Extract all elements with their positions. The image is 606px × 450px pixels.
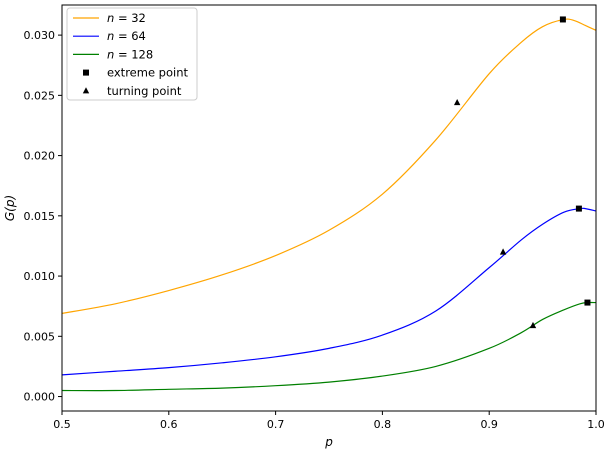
legend-entry: n = 64 (73, 29, 146, 43)
y-tick-label: 0.010 (24, 270, 56, 283)
x-tick-label: 0.8 (374, 418, 392, 431)
series-line-n64 (62, 207, 596, 376)
y-tick-label: 0.030 (24, 29, 56, 42)
turning-point-marker (453, 98, 461, 106)
extreme-point-marker (575, 205, 582, 212)
y-tick-label: 0.005 (24, 330, 56, 343)
extreme-point-marker (559, 16, 566, 23)
x-tick-label: 0.6 (160, 418, 178, 431)
legend-label: turning point (107, 84, 182, 98)
extreme-point-marker (584, 299, 591, 306)
legend-label: n = 32 (107, 11, 146, 25)
plot-frame (61, 4, 597, 412)
series-line-n128 (62, 301, 596, 392)
legend-entry: n = 128 (73, 47, 153, 61)
y-tick-label: 0.020 (24, 150, 56, 163)
legend-label: n = 64 (107, 29, 146, 43)
y-tick-label: 0.000 (24, 391, 56, 404)
legend: n = 32 n = 64 n = 128 extreme point turning … (66, 7, 198, 101)
series-line-n32 (62, 18, 596, 315)
turning-point-marker (529, 321, 537, 329)
legend-label: n = 128 (107, 47, 153, 61)
legend-label: extreme point (107, 66, 188, 80)
y-tick-label: 0.025 (24, 89, 56, 102)
x-tick-label: 0.7 (267, 418, 285, 431)
x-tick-label: 0.9 (480, 418, 498, 431)
plot-area (62, 16, 596, 392)
legend-triangle-marker (82, 87, 90, 94)
x-tick-label: 0.5 (53, 418, 71, 431)
legend-box (66, 7, 198, 101)
y-axis-label: G(p) (3, 195, 17, 221)
legend-entry: extreme point (83, 66, 188, 80)
axes: 0.5 0.6 0.7 0.8 0.9 1.0 0.000 0.005 0.010 0.015 0.… (3, 4, 605, 449)
x-axis-label: p (324, 435, 333, 449)
legend-entry: turning point (82, 84, 182, 98)
y-tick-label: 0.015 (24, 210, 56, 223)
legend-square-marker (83, 69, 89, 76)
legend-entry: n = 32 (73, 11, 146, 25)
x-tick-label: 1.0 (587, 418, 605, 431)
turning-point-marker (499, 248, 507, 255)
